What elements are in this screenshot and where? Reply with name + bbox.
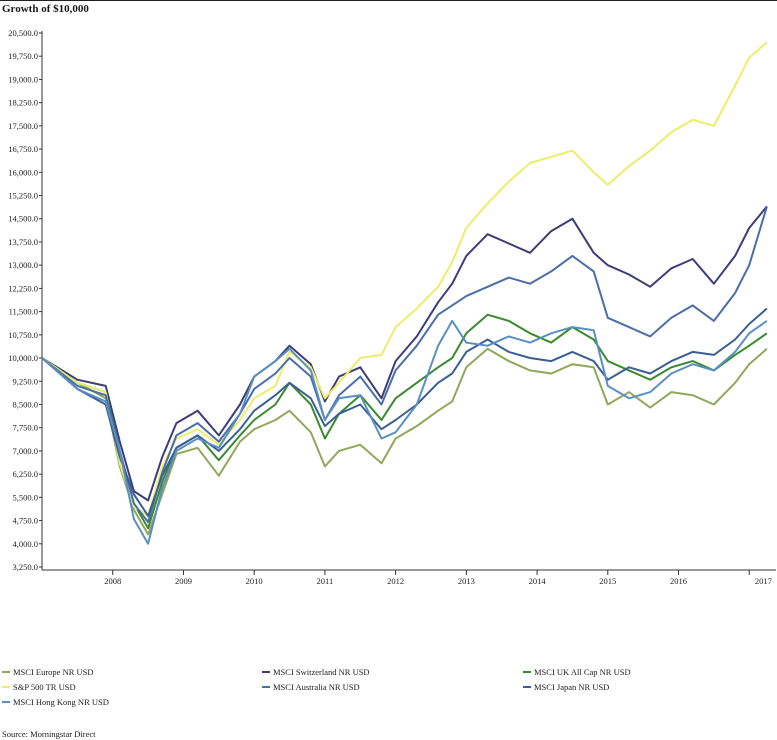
y-tick-label: 10,750.0 [8, 330, 38, 340]
series-line [41, 206, 768, 524]
chart-title: Growth of $10,000 [2, 3, 89, 15]
legend-label-australia: MSCI Australia NR USD [273, 682, 360, 692]
x-tick-label: 2009 [175, 576, 192, 586]
x-tick-label: 2010 [246, 576, 263, 586]
series-line [41, 313, 768, 530]
x-tick-label: 2012 [387, 576, 404, 586]
y-tick-label: 18,250.0 [8, 98, 38, 108]
y-tick-label: 9,250.0 [13, 376, 39, 386]
legend-label-uk: MSCI UK All Cap NR USD [534, 667, 631, 677]
x-tick-label: 2014 [529, 576, 547, 586]
y-tick-label: 16,000.0 [8, 167, 38, 177]
y-tick-label: 3,250.0 [13, 562, 39, 572]
x-tick-label: 2011 [317, 576, 334, 586]
legend-swatch-japan [523, 686, 531, 688]
y-tick-label: 14,500.0 [8, 214, 38, 224]
legend-label-hongkong: MSCI Hong Kong NR USD [13, 697, 109, 707]
series-line [41, 41, 768, 517]
y-tick-label: 11,500.0 [9, 307, 38, 317]
top-rule [0, 0, 777, 1]
legend-swatch-australia [262, 686, 270, 688]
y-tick-label: 8,500.0 [13, 399, 39, 409]
series-line [41, 205, 768, 502]
series-line [41, 319, 768, 545]
y-tick-label: 10,000.0 [8, 353, 38, 363]
y-tick-label: 13,000.0 [8, 260, 38, 270]
x-tick-label: 2013 [458, 576, 475, 586]
x-tick-label: 2016 [670, 576, 687, 586]
y-tick-label: 13,750.0 [8, 237, 38, 247]
y-tick-label: 16,750.0 [8, 144, 38, 154]
series-line [41, 347, 768, 536]
y-tick-label: 5,500.0 [13, 492, 39, 502]
series-line [41, 307, 768, 517]
x-tick-label: 2015 [599, 576, 616, 586]
legend-swatch-europe [2, 671, 10, 673]
legend-swatch-uk [523, 671, 531, 673]
y-tick-label: 15,250.0 [8, 191, 38, 201]
legend-item-uk: MSCI UK All Cap NR USD [523, 667, 631, 677]
chart-legend: MSCI Europe NR USD MSCI Switzerland NR U… [0, 663, 777, 713]
legend-label-europe: MSCI Europe NR USD [13, 667, 94, 677]
y-tick-label: 4,000.0 [13, 539, 39, 549]
legend-item-hongkong: MSCI Hong Kong NR USD [2, 697, 109, 707]
y-tick-label: 17,500.0 [8, 121, 38, 131]
legend-item-switzerland: MSCI Switzerland NR USD [262, 667, 370, 677]
x-tick-label: 2017 [755, 576, 772, 586]
legend-label-japan: MSCI Japan NR USD [534, 682, 610, 692]
y-tick-label: 19,750.0 [8, 51, 38, 61]
legend-label-switzerland: MSCI Switzerland NR USD [273, 667, 370, 677]
y-tick-label: 7,750.0 [13, 423, 39, 433]
legend-label-sp500: S&P 500 TR USD [13, 682, 76, 692]
y-tick-label: 4,750.0 [13, 516, 39, 526]
legend-item-europe: MSCI Europe NR USD [2, 667, 94, 677]
x-tick-label: 2008 [104, 576, 121, 586]
legend-swatch-sp500 [2, 686, 10, 688]
legend-swatch-hongkong [2, 701, 10, 703]
y-tick-label: 12,250.0 [8, 283, 38, 293]
y-tick-label: 6,250.0 [13, 469, 39, 479]
source-note: Source: Morningstar Direct [2, 729, 96, 739]
legend-item-australia: MSCI Australia NR USD [262, 682, 360, 692]
y-tick-label: 19,000.0 [8, 74, 38, 84]
legend-item-sp500: S&P 500 TR USD [2, 682, 76, 692]
line-chart: 20,500.0 19,750.0 19,000.0 18,250.0 17,500.0… [8, 28, 776, 586]
legend-swatch-switzerland [262, 671, 270, 673]
legend-item-japan: MSCI Japan NR USD [523, 682, 609, 692]
y-tick-label: 20,500.0 [8, 28, 38, 38]
y-tick-label: 7,000.0 [13, 446, 39, 456]
